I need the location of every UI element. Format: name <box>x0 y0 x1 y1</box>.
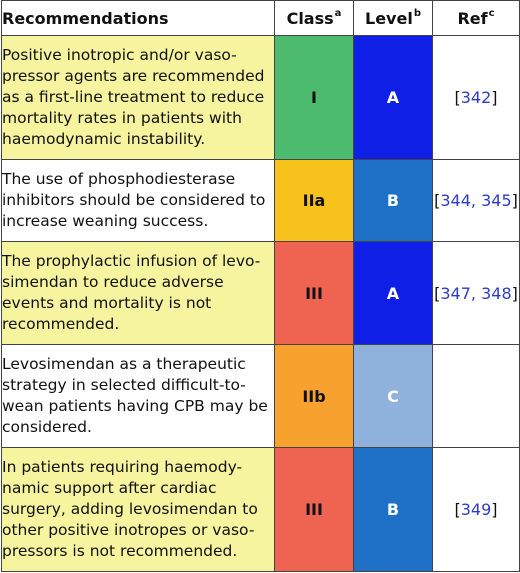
header-ref: Refc <box>432 0 520 36</box>
header-class: Classa <box>274 0 354 36</box>
header-level: Levelb <box>353 0 433 36</box>
class-footnote-marker: a <box>334 8 342 19</box>
ref-cell: [342] <box>432 35 520 160</box>
ref-cell: [349] <box>432 447 520 572</box>
table-row: Positive inotropic and/or vaso-pressor a… <box>1 35 520 160</box>
level-cell: C <box>353 344 433 448</box>
class-cell: IIa <box>274 159 354 242</box>
level-cell: A <box>353 35 433 160</box>
reference-link[interactable]: 347, 348 <box>440 283 512 303</box>
recommendation-text: Positive inotropic and/or vaso-pressor a… <box>1 35 275 160</box>
table-header-row: Recommendations Classa Levelb Refc <box>1 0 520 36</box>
recommendation-text: Levosimendan as a therapeutic strategy i… <box>1 344 275 448</box>
level-cell: B <box>353 447 433 572</box>
table-row: Levosimendan as a therapeutic strategy i… <box>1 344 520 448</box>
recommendation-text: The use of phosphodiesterase inhibitors … <box>1 159 275 242</box>
class-cell: III <box>274 241 354 345</box>
recommendation-text: The prophylactic infusion of levo-simend… <box>1 241 275 345</box>
level-cell: B <box>353 159 433 242</box>
level-footnote-marker: b <box>413 8 421 19</box>
ref-cell: [347, 348] <box>432 241 520 345</box>
recommendation-text: In patients requiring haemody-namic supp… <box>1 447 275 572</box>
reference-link[interactable]: 342 <box>460 88 492 107</box>
table-row: The prophylactic infusion of levo-simend… <box>1 241 520 345</box>
class-cell: I <box>274 35 354 160</box>
class-cell: IIb <box>274 344 354 448</box>
class-cell: III <box>274 447 354 572</box>
header-recommendations: Recommendations <box>1 0 275 36</box>
ref-footnote-marker: c <box>488 8 495 19</box>
reference-link[interactable]: 344, 345 <box>440 191 512 210</box>
reference-link[interactable]: 349 <box>460 500 492 519</box>
level-cell: A <box>353 241 433 345</box>
ref-cell <box>432 344 520 448</box>
ref-cell: [344, 345] <box>432 159 520 242</box>
table-row: The use of phosphodiesterase inhibitors … <box>1 159 520 242</box>
table-row: In patients requiring haemody-namic supp… <box>1 447 520 572</box>
